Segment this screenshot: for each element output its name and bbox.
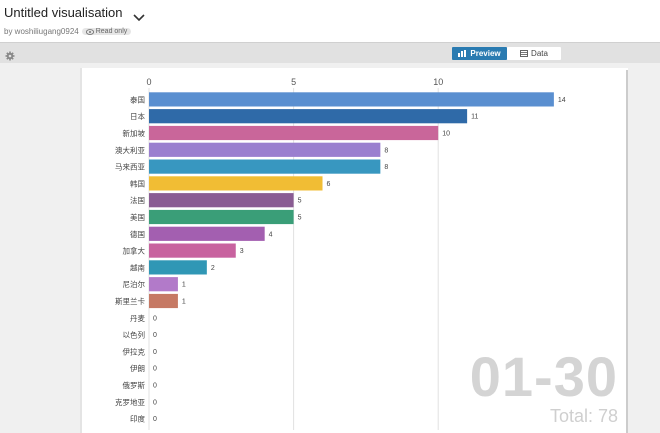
category-label: 以色列: [123, 330, 146, 340]
value-label: 14: [558, 97, 566, 104]
category-label: 伊拉克: [123, 346, 146, 356]
value-label: 8: [384, 147, 388, 154]
value-label: 1: [182, 299, 186, 306]
value-label: 0: [153, 349, 157, 356]
value-label: 11: [471, 114, 478, 121]
value-label: 0: [153, 383, 157, 390]
table-icon: [520, 50, 528, 57]
category-label: 斯里兰卡: [115, 296, 145, 306]
value-label: 5: [298, 198, 302, 205]
category-label: 加拿大: [123, 246, 146, 256]
value-label: 0: [153, 416, 157, 423]
tab-preview-label: Preview: [470, 49, 501, 58]
value-label: 4: [269, 231, 273, 238]
category-label: 克罗地亚: [115, 397, 145, 407]
eye-icon: [85, 28, 94, 35]
category-label: 韩国: [130, 178, 145, 188]
value-label: 3: [240, 248, 244, 255]
category-label: 日本: [130, 111, 145, 121]
read-only-badge: Read only: [81, 28, 132, 35]
bar: [149, 209, 294, 225]
chevron-down-icon[interactable]: [132, 9, 145, 21]
value-label: 1: [182, 282, 186, 289]
category-label: 法国: [130, 195, 145, 205]
tab-preview[interactable]: Preview: [452, 47, 507, 60]
x-tick-label: 5: [291, 77, 296, 87]
category-label: 伊朗: [130, 363, 145, 373]
bar: [149, 142, 381, 157]
value-label: 2: [211, 265, 215, 272]
date-counter: 01-30: [469, 345, 618, 408]
category-label: 印度: [130, 414, 145, 424]
header: Untitled visualisation by woshiliugang09…: [0, 0, 660, 42]
value-label: 8: [384, 164, 388, 171]
category-label: 丹麦: [130, 313, 145, 323]
bar: [149, 243, 236, 258]
bar: [149, 176, 323, 191]
bar: [149, 159, 381, 174]
category-label: 马来西亚: [115, 163, 145, 172]
value-label: 0: [153, 399, 157, 406]
gear-icon[interactable]: [5, 48, 15, 61]
value-label: 0: [153, 332, 157, 339]
category-label: 澳大利亚: [115, 145, 145, 155]
read-only-label: Read only: [95, 28, 128, 35]
chart-icon: [458, 50, 467, 57]
total-counter: Total: 78: [549, 406, 618, 426]
toolbar: Preview Data: [0, 42, 660, 63]
scrollbar[interactable]: [626, 70, 628, 433]
canvas-shadow: [80, 68, 82, 433]
byline: by woshiliugang0924 Read only: [4, 27, 132, 36]
bar: [149, 260, 207, 275]
bar: [149, 293, 178, 309]
value-label: 5: [298, 215, 302, 222]
category-label: 美国: [130, 212, 145, 222]
bar: [149, 226, 265, 241]
visualisation-title[interactable]: Untitled visualisation: [4, 5, 123, 20]
value-label: 0: [153, 366, 157, 373]
value-label: 6: [327, 181, 331, 188]
category-label: 德国: [130, 229, 145, 239]
tab-data-label: Data: [531, 49, 548, 58]
tab-data[interactable]: Data: [507, 47, 561, 60]
category-label: 新加坡: [123, 128, 146, 138]
bar: [149, 277, 178, 292]
bar: [149, 109, 468, 124]
value-label: 0: [153, 315, 157, 322]
chart-canvas: 0 5 10 泰国 14 日本 11 新加坡 10 澳大利亚 8 马来西亚 8 韩国 6 法国 5 美国 5 德国 4 加…: [82, 68, 628, 433]
category-label: 尼泊尔: [123, 279, 146, 289]
x-tick-label: 0: [146, 77, 151, 87]
category-label: 俄罗斯: [123, 380, 146, 390]
value-label: 10: [442, 131, 450, 138]
bar: [149, 92, 554, 107]
category-label: 越南: [130, 262, 145, 272]
title-row[interactable]: Untitled visualisation: [4, 5, 145, 21]
view-tabs: Preview Data: [452, 47, 561, 60]
bar: [149, 125, 439, 141]
x-tick-label: 10: [433, 77, 443, 87]
category-label: 泰国: [130, 94, 145, 104]
bar: [149, 193, 294, 208]
author-label: by woshiliugang0924: [4, 27, 79, 36]
